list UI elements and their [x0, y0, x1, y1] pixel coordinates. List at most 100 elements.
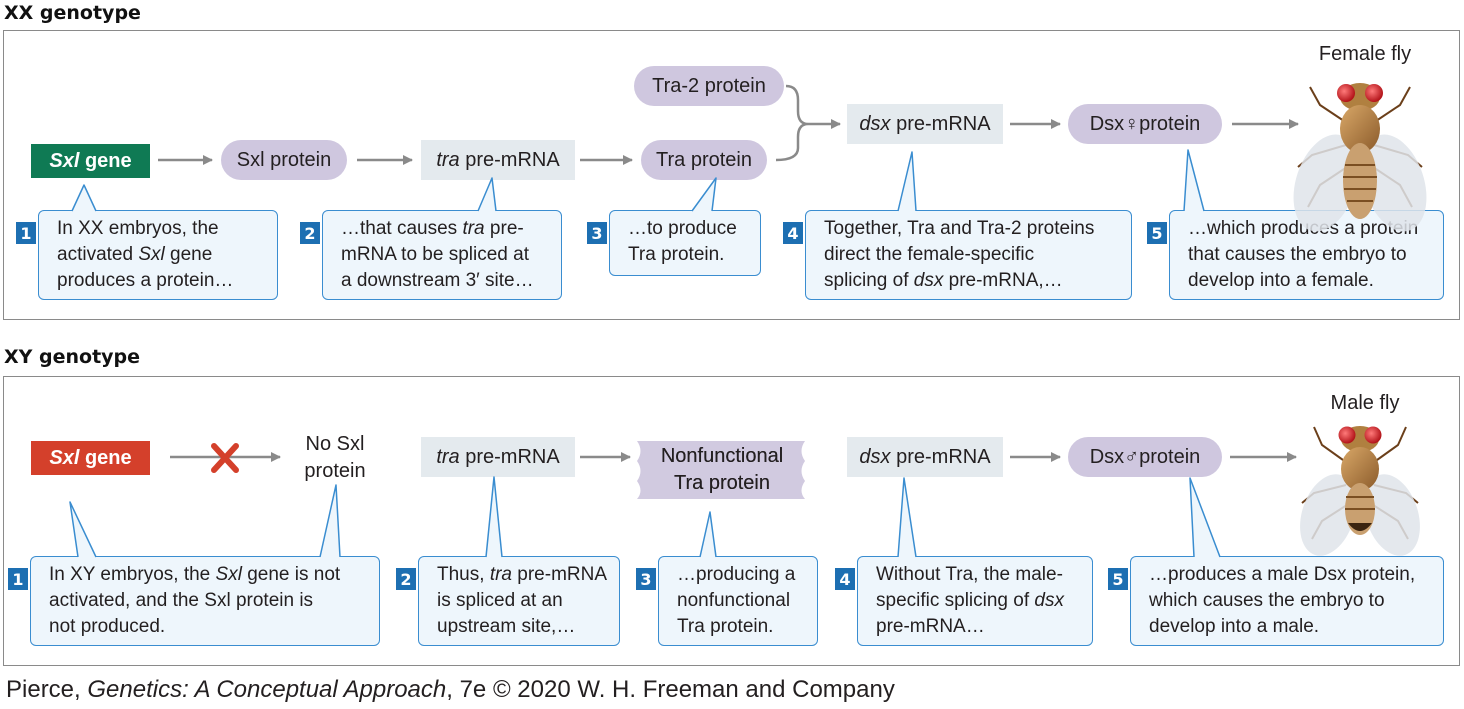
- xy-gene-italic: Sxl: [49, 446, 80, 469]
- xx-pointer-3: [691, 177, 717, 212]
- female-fly-label: Female fly: [1318, 43, 1412, 65]
- xy-callout-2: Thus, tra pre-mRNA is spliced at an upst…: [418, 556, 620, 646]
- xx-c1-line2: activated Sxl gene: [57, 244, 213, 265]
- xx-step-5-number: 5: [1147, 222, 1167, 244]
- xy-dsx-rest: pre-mRNA: [890, 445, 991, 468]
- xy-no-sxl-protein: No Sxl protein: [280, 431, 390, 485]
- xx-sxl-gene-box: Sxl gene: [31, 144, 150, 178]
- xx-c4-line2: direct the female-specific: [824, 244, 1035, 265]
- xy-step-5-number: 5: [1108, 568, 1128, 590]
- xx-callout-4: Together, Tra and Tra-2 proteins direct …: [805, 210, 1132, 300]
- xy-c2-line2: is spliced at an: [437, 590, 563, 611]
- blocked-x-icon: [211, 443, 239, 473]
- xx-genotype-title: XX genotype: [4, 2, 141, 24]
- xy-no-sxl-line1: No Sxl: [305, 433, 365, 455]
- xy-callout-pointers: [69, 476, 1221, 558]
- female-fly-icon: [1293, 83, 1427, 232]
- xx-callout-2: …that causes tra pre- mRNA to be spliced…: [322, 210, 562, 300]
- xx-dsx-female-protein: Dsx♀protein: [1068, 104, 1222, 144]
- xx-arrows: [158, 84, 1299, 165]
- xy-c3-line2: nonfunctional: [677, 590, 791, 611]
- xx-step-2-number: 2: [300, 222, 320, 244]
- xy-c4-line1: Without Tra, the male-: [876, 564, 1063, 585]
- xy-gene-rest: gene: [79, 446, 132, 469]
- credit-rest: , 7e © 2020 W. H. Freeman and Company: [446, 676, 895, 703]
- credit-line: Pierce, Genetics: A Conceptual Approach,…: [6, 676, 895, 704]
- male-fly-icon: [1300, 426, 1420, 556]
- xy-c3-line3: Tra protein.: [677, 616, 774, 637]
- xx-callout-1: In XX embryos, the activated Sxl gene pr…: [38, 210, 278, 300]
- xy-nonfunctional-tra-protein-label: Nonfunctional Tra protein: [634, 443, 810, 497]
- xy-pointer-2: [485, 476, 503, 558]
- xx-c3-line1: …to produce: [628, 218, 737, 239]
- xx-dsx-pre-mrna: dsx pre-mRNA: [847, 104, 1003, 144]
- xx-c1-line3: produces a protein…: [57, 270, 234, 291]
- xy-sxl-gene-box: Sxl gene: [31, 441, 150, 475]
- xx-c5-line2: that causes the embryo to: [1188, 244, 1407, 265]
- xx-gene-italic: Sxl: [49, 149, 80, 172]
- xy-dsx-pre-mrna: dsx pre-mRNA: [847, 437, 1003, 477]
- xx-c2-line2: mRNA to be spliced at: [341, 244, 529, 265]
- xy-c5-line3: develop into a male.: [1149, 616, 1320, 637]
- xy-tra-pre-mrna: tra pre-mRNA: [421, 437, 575, 477]
- xx-c2-line3: a downstream 3′ site…: [341, 270, 534, 291]
- xx-dsx-italic: dsx: [859, 112, 891, 135]
- xx-c4-line3: splicing of dsx pre-mRNA,…: [824, 270, 1063, 291]
- xx-gene-rest: gene: [79, 149, 132, 172]
- xy-step-2-number: 2: [396, 568, 416, 590]
- credit-book-title: Genetics: A Conceptual Approach: [87, 676, 447, 703]
- xy-dsx-italic: dsx: [859, 445, 891, 468]
- credit-author: Pierce,: [6, 676, 88, 703]
- xx-callout-3: …to produce Tra protein.: [609, 210, 761, 276]
- xy-dsx-male-protein: Dsx♂protein: [1068, 437, 1222, 477]
- xx-tra-pre-mrna: tra pre-mRNA: [421, 140, 575, 180]
- xy-genotype-title: XY genotype: [4, 346, 141, 368]
- xy-nonfunc-line1-top: Nonfunctional: [660, 445, 784, 467]
- xx-c1-line1: In XX embryos, the: [57, 218, 219, 239]
- nonfunctional-protein-shape: [637, 441, 805, 499]
- xy-c2-line1: Thus, tra pre-mRNA: [437, 564, 608, 585]
- xy-c1-line3: not produced.: [49, 616, 166, 637]
- xx-step-1-number: 1: [16, 222, 36, 244]
- xx-pointer-5: [1183, 149, 1205, 212]
- male-fly-label: Male fly: [1330, 392, 1400, 414]
- xy-c5-line2: which causes the embryo to: [1149, 590, 1385, 611]
- xy-step-1-number: 1: [8, 568, 28, 590]
- xy-callout-5: …produces a male Dsx protein, which caus…: [1130, 556, 1444, 646]
- xy-c4-line2: specific splicing of dsx: [876, 590, 1064, 611]
- xx-pointer-1: [71, 184, 97, 212]
- xx-step-3-number: 3: [587, 222, 607, 244]
- xy-c1-line2: activated, and the Sxl protein is: [49, 590, 314, 611]
- xy-c5-line1: …produces a male Dsx protein,: [1149, 564, 1416, 585]
- xy-c2-line3: upstream site,…: [437, 616, 576, 637]
- xx-tra-protein: Tra protein: [641, 140, 767, 180]
- xx-tra2-protein: Tra-2 protein: [634, 66, 784, 106]
- xx-step-4-number: 4: [783, 222, 803, 244]
- xy-pointer-1b: [319, 484, 341, 558]
- xx-c5-line1: …which produces a protein: [1188, 218, 1419, 239]
- xx-dsx-rest: pre-mRNA: [890, 112, 991, 135]
- xy-callout-1: In XY embryos, the Sxl gene is not activ…: [30, 556, 380, 646]
- xy-c3-line1: …producing a: [677, 564, 796, 585]
- xy-pointer-4: [897, 477, 917, 558]
- xy-tra-italic: tra: [436, 445, 460, 468]
- xx-c3-line2: Tra protein.: [628, 244, 725, 265]
- xx-tra-italic: tra: [436, 148, 460, 171]
- xx-c5-line3: develop into a female.: [1188, 270, 1374, 291]
- xy-pointer-5: [1189, 477, 1221, 558]
- xx-pointer-2: [477, 177, 497, 212]
- xx-pointer-4: [897, 151, 917, 212]
- xy-pointer-1a: [69, 501, 97, 558]
- xx-tra-rest: pre-mRNA: [459, 148, 560, 171]
- xy-callout-3: …producing a nonfunctional Tra protein.: [658, 556, 818, 646]
- xy-tra-rest: pre-mRNA: [459, 445, 560, 468]
- xy-step-3-number: 3: [636, 568, 656, 590]
- xx-callout-pointers: [71, 149, 1205, 212]
- xx-brace: [775, 84, 809, 162]
- xx-c4-line1: Together, Tra and Tra-2 proteins: [824, 218, 1095, 239]
- xy-c4-line3: pre-mRNA…: [876, 616, 985, 637]
- xy-c1-line1: In XY embryos, the Sxl gene is not: [49, 564, 341, 585]
- xy-pointer-3: [699, 511, 717, 558]
- xx-c2-line1: …that causes tra pre-: [341, 218, 524, 239]
